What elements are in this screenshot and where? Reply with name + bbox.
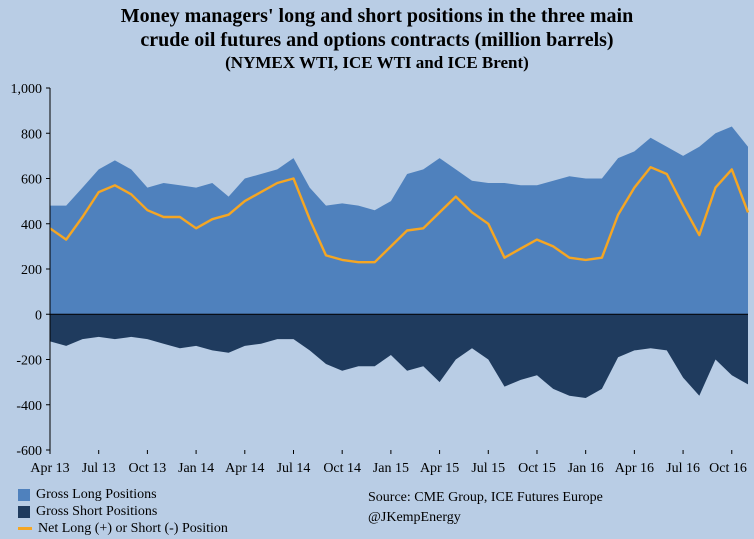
y-axis-ticks: -600 -400 -200 0 200 400 600 800 1,000 — [11, 82, 50, 459]
gross-short-area — [50, 314, 748, 398]
y-tick-label: 400 — [21, 218, 42, 233]
chart-legend: Gross Long Positions Gross Short Positio… — [18, 486, 228, 537]
chart-title-line-1: Money managers' long and short positions… — [120, 5, 634, 27]
x-tick-label: Apr 14 — [225, 461, 264, 476]
y-tick-label: 600 — [21, 173, 42, 188]
legend-swatch-net — [18, 527, 32, 530]
x-axis-ticks: Apr 13 Jul 13 Oct 13 Jan 14 Apr 14 Jul 14 Oct … — [30, 450, 747, 476]
source-note: Source: CME Group, ICE Futures Europe @J… — [368, 488, 603, 528]
legend-label-net: Net Long (+) or Short (-) Position — [38, 521, 228, 536]
x-tick-label: Jan 15 — [373, 461, 409, 476]
legend-item-net: Net Long (+) or Short (-) Position — [18, 520, 228, 537]
x-tick-label: Apr 16 — [615, 461, 654, 476]
source-line: Source: CME Group, ICE Futures Europe — [368, 490, 603, 505]
legend-swatch-short — [18, 505, 30, 518]
y-tick-label: 200 — [21, 263, 42, 278]
author-handle: @JKempEnergy — [368, 510, 461, 525]
chart-title-block: Money managers' long and short positions… — [0, 4, 754, 73]
x-tick-label: Oct 14 — [323, 461, 361, 476]
x-tick-label: Jul 15 — [471, 461, 505, 476]
x-tick-label: Apr 15 — [420, 461, 459, 476]
y-tick-label: -400 — [16, 399, 42, 414]
x-tick-label: Jul 14 — [277, 461, 311, 476]
legend-item-short: Gross Short Positions — [18, 503, 228, 520]
y-tick-label: 1,000 — [11, 82, 43, 97]
legend-label-short: Gross Short Positions — [36, 504, 158, 519]
y-tick-label: -200 — [16, 354, 42, 369]
legend-label-long: Gross Long Positions — [36, 487, 157, 502]
gross-long-area — [50, 126, 748, 315]
x-tick-label: Oct 16 — [709, 461, 747, 476]
y-tick-label: 800 — [21, 127, 42, 142]
net-position-line — [49, 166, 750, 264]
x-tick-label: Jan 14 — [178, 461, 214, 476]
x-tick-label: Oct 13 — [129, 461, 167, 476]
x-tick-label: Oct 15 — [518, 461, 556, 476]
legend-swatch-long — [18, 488, 30, 501]
y-tick-label: 0 — [35, 308, 42, 323]
chart-title-line-2: crude oil futures and options contracts … — [140, 29, 614, 51]
x-tick-label: Jan 16 — [568, 461, 604, 476]
legend-item-long: Gross Long Positions — [18, 486, 228, 503]
x-tick-label: Apr 13 — [30, 461, 69, 476]
x-tick-label: Jul 16 — [666, 461, 700, 476]
x-tick-label: Jul 13 — [82, 461, 116, 476]
y-tick-label: -600 — [16, 444, 42, 459]
chart-subtitle: (NYMEX WTI, ICE WTI and ICE Brent) — [225, 53, 529, 72]
